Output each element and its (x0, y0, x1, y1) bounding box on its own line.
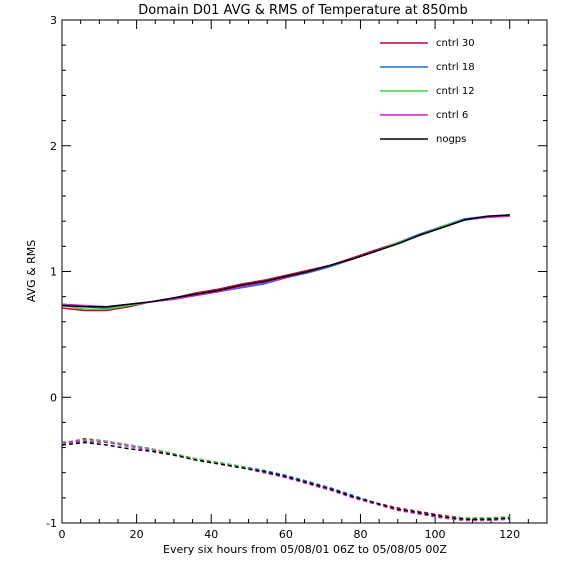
legend-label: cntrl 6 (436, 110, 468, 121)
series-line-rms-cntrl-12 (61, 214, 510, 310)
x-tick-label: 100 (425, 528, 446, 541)
legend-label: cntrl 30 (436, 38, 475, 49)
series-line-avg-cntrl-6 (61, 440, 510, 522)
y-tick-label: 2 (50, 140, 57, 153)
series-line-rms-cntrl-30 (61, 214, 510, 312)
series-line-avg-cntrl-12 (61, 439, 510, 519)
y-tick-label: 0 (50, 391, 57, 404)
legend-label: cntrl 12 (436, 86, 475, 97)
x-tick-label: 60 (279, 528, 293, 541)
x-tick-label: 80 (353, 528, 367, 541)
x-tick-label: 20 (130, 528, 144, 541)
series-line-rms-cntrl-6 (61, 215, 510, 308)
x-tick-label: 0 (59, 528, 66, 541)
y-tick-label: 3 (50, 14, 57, 27)
x-axis-label: Every six hours from 05/08/01 06Z to 05/… (163, 543, 447, 556)
series-line-avg-nogps (61, 441, 510, 520)
x-tick-label: 40 (204, 528, 218, 541)
y-tick-label: -1 (46, 517, 57, 530)
y-axis-label: AVG & RMS (25, 240, 38, 303)
legend-label: nogps (436, 134, 466, 145)
y-tick-label: 1 (50, 266, 57, 279)
series-lines (61, 214, 510, 522)
x-tick-label: 120 (499, 528, 520, 541)
legend-label: cntrl 18 (436, 62, 475, 73)
chart-title: Domain D01 AVG & RMS of Temperature at 8… (138, 3, 467, 18)
series-line-avg-cntrl-18 (61, 439, 510, 520)
series-line-rms-cntrl-18 (61, 214, 510, 309)
legend: cntrl 30 cntrl 18 cntrl 12 cntrl 6 nogps (380, 38, 475, 145)
series-line-rms-nogps (61, 214, 510, 308)
